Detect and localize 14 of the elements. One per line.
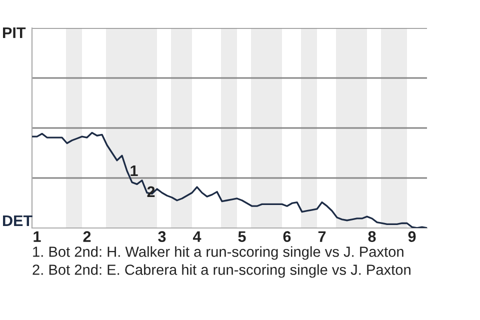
- x-tick-label: 8: [368, 231, 376, 242]
- x-tick-label: 9: [408, 231, 416, 242]
- text: 2. Bot 2nd: E. Cabrera hit a run-scoring single vs J. Paxton: [32, 264, 410, 278]
- annotation: 1: [130, 165, 138, 176]
- annotation: DET: [3, 215, 32, 226]
- text: 1. Bot 2nd: H. Walker hit a run-scoring single vs J. Paxton: [33, 246, 404, 260]
- x-tick-label: 5: [238, 231, 246, 242]
- x-tick-label: 3: [158, 231, 166, 242]
- x-tick-label: 6: [283, 231, 291, 242]
- x-tick-label: 4: [192, 231, 202, 242]
- x-tick-label: 1: [34, 231, 41, 242]
- x-tick-label: 7: [318, 231, 326, 242]
- x-tick-label: 2: [83, 231, 91, 242]
- text: PIT: [3, 27, 26, 38]
